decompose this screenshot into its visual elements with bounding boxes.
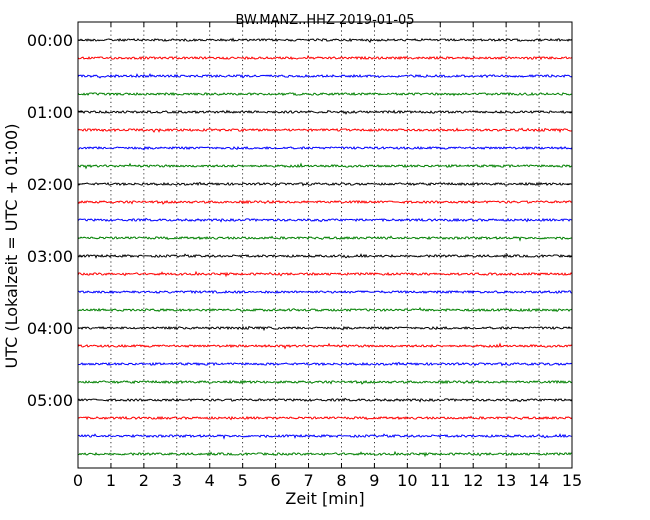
y-tick-label: 04:00: [27, 319, 73, 338]
x-tick-label: 3: [172, 471, 182, 490]
seismic-trace: [77, 235, 573, 242]
x-axis-label: Zeit [min]: [285, 489, 364, 508]
seismic-trace: [77, 253, 573, 259]
seismic-trace: [77, 270, 573, 278]
x-tick-label: 7: [303, 471, 313, 490]
seismic-trace: [77, 55, 573, 61]
seismic-trace: [77, 37, 573, 43]
x-tick-label: 4: [205, 471, 215, 490]
grid-lines: [110, 22, 540, 468]
x-tick-label: 0: [73, 471, 83, 490]
x-tick-label: 1: [106, 471, 116, 490]
x-tick-label: 11: [430, 471, 450, 490]
y-tick-label: 01:00: [27, 103, 73, 122]
seismic-trace: [77, 361, 573, 367]
trace-group: [77, 37, 573, 458]
y-tick-label: 02:00: [27, 175, 73, 194]
seismic-trace: [77, 127, 573, 134]
y-axis-label: UTC (Lokalzeit = UTC + 01:00): [2, 124, 21, 369]
x-tick-label: 12: [463, 471, 483, 490]
seismic-trace: [77, 306, 573, 313]
seismic-trace: [77, 289, 573, 295]
seismic-trace: [77, 450, 573, 458]
seismic-trace: [77, 109, 573, 115]
y-axis: 00:00 01:00 02:00 03:00 04:00 05:00: [27, 31, 572, 410]
y-tick-label: 05:00: [27, 391, 73, 410]
seismic-trace: [77, 379, 573, 385]
x-tick-label: 8: [336, 471, 346, 490]
x-tick-label: 15: [562, 471, 582, 490]
seismic-trace: [77, 397, 573, 403]
x-tick-label: 13: [496, 471, 516, 490]
seismic-trace: [77, 325, 573, 332]
plot-frame: [77, 21, 573, 469]
seismic-trace: [77, 162, 573, 170]
seismic-trace: [77, 91, 573, 97]
y-tick-label: 00:00: [27, 31, 73, 50]
x-tick-label: 9: [369, 471, 379, 490]
seismic-trace: [77, 73, 573, 79]
x-tick-label: 10: [397, 471, 417, 490]
x-tick-label: 5: [238, 471, 248, 490]
x-tick-label: 14: [529, 471, 549, 490]
seismic-trace: [77, 181, 573, 187]
x-tick-label: 6: [271, 471, 281, 490]
seismic-trace: [77, 433, 573, 440]
chart-title: BW.MANZ..HHZ 2019-01-05: [235, 13, 414, 28]
seismic-trace: [77, 217, 573, 223]
seismic-trace: [77, 415, 573, 421]
y-tick-label: 03:00: [27, 247, 73, 266]
seismic-trace: [77, 342, 573, 350]
x-tick-label: 2: [139, 471, 149, 490]
seismic-trace: [77, 199, 573, 205]
x-axis: 0 1 2 3 4 5 6 7 8 9 10 11 12 13 14 15: [73, 22, 582, 490]
seismic-trace: [77, 145, 573, 151]
